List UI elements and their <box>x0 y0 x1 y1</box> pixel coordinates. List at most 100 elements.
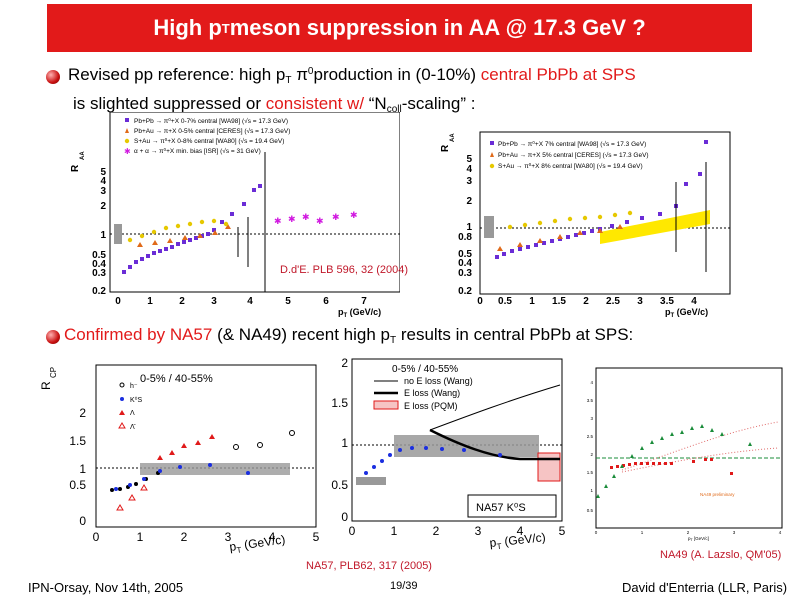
svg-text:0-5% / 40-55%: 0-5% / 40-55% <box>392 364 458 375</box>
plot1-legend: Pb+Pb → π⁰+X 0-7% central [WA98] (√s = 1… <box>124 117 290 156</box>
svg-text:0: 0 <box>93 530 100 544</box>
plot2-legend: Pb+Pb → π⁰+X 7% central [WA98] (√s = 17.… <box>489 140 649 170</box>
svg-text:0.5: 0.5 <box>92 250 106 261</box>
svg-text:5: 5 <box>285 296 291 307</box>
svg-text:2: 2 <box>687 530 690 535</box>
svg-text:1: 1 <box>341 436 348 450</box>
svg-text:1: 1 <box>529 296 535 307</box>
plot4-rcp-k0s: 0-5% / 40-55% no E loss (Wang) E loss (W… <box>331 356 566 552</box>
plot1-xticks: 0 1 2 3 4 5 6 7 <box>115 296 367 307</box>
svg-text:1.5: 1.5 <box>552 296 566 307</box>
plot4-legend: no E loss (Wang) E loss (Wang) E loss (P… <box>373 376 473 411</box>
svg-text:6: 6 <box>323 296 329 307</box>
plot5-yticks: 0.5 1 1.5 2 2.5 3 3.5 4 <box>587 380 594 513</box>
plot4-xticks: 0 1 2 3 4 5 <box>349 524 566 538</box>
plot2-raa-sps: Pb+Pb → π⁰+X 7% central [WA98] (√s = 17.… <box>440 131 731 318</box>
bullet2-line: Confirmed by NA57 (& NA49) recent high p… <box>64 325 634 346</box>
svg-text:0: 0 <box>115 296 121 307</box>
svg-text:✱: ✱ <box>124 147 131 156</box>
svg-text:1: 1 <box>79 462 86 476</box>
plot4-yticks: 0 0.5 1 1.5 2 <box>331 356 348 524</box>
svg-text:2: 2 <box>466 196 472 207</box>
svg-text:✱: ✱ <box>288 214 296 224</box>
svg-text:2: 2 <box>583 296 589 307</box>
svg-text:1: 1 <box>641 530 644 535</box>
svg-text:2: 2 <box>181 530 188 544</box>
svg-text:1: 1 <box>147 296 153 307</box>
footer-venue: IPN-Orsay, Nov 14th, 2005 <box>28 580 184 595</box>
svg-text:0.3: 0.3 <box>458 268 472 279</box>
svg-text:pT (GeV/c): pT (GeV/c) <box>228 532 286 555</box>
svg-text:Pb+Au → π+X 0-5% central [CE: Pb+Au → π+X 0-5% central [CERES] (√s = 1… <box>134 127 290 135</box>
svg-text:3: 3 <box>733 530 736 535</box>
svg-text:2: 2 <box>100 201 106 212</box>
footer-author: David d'Enterria (LLR, Paris) <box>622 580 788 595</box>
svg-text:1: 1 <box>391 524 398 538</box>
plot1-xlabel: pT (GeV/c) <box>338 307 381 318</box>
plot2-yticks: 0.2 0.3 0.4 0.5 0.8 1 2 3 4 5 <box>458 154 472 297</box>
svg-text:0-5% / 40-55%: 0-5% / 40-55% <box>140 373 213 385</box>
plot5-xticks: 0 1 2 3 4 <box>595 530 782 535</box>
svg-text:0.3: 0.3 <box>92 268 106 279</box>
plot3-xticks: 0 1 2 3 4 5 <box>93 530 320 544</box>
svg-text:0.5: 0.5 <box>498 296 512 307</box>
svg-text:5: 5 <box>466 154 472 165</box>
svg-text:0: 0 <box>341 510 348 524</box>
svg-text:0.5: 0.5 <box>69 478 86 492</box>
svg-text:✱: ✱ <box>302 212 310 222</box>
svg-text:R: R <box>39 381 53 390</box>
svg-text:✱: ✱ <box>316 216 324 226</box>
svg-text:5: 5 <box>100 167 106 178</box>
plot5-prelim: NA49 preliminary <box>700 492 735 497</box>
svg-text:1: 1 <box>137 530 144 544</box>
svg-text:3: 3 <box>211 296 217 307</box>
svg-text:1: 1 <box>100 230 106 241</box>
ref-na57: NA57, PLB62, 317 (2005) <box>306 560 432 572</box>
svg-text:Λ̄: Λ̄ <box>130 424 136 431</box>
svg-text:1.5: 1.5 <box>69 434 86 448</box>
svg-text:R: R <box>440 144 451 152</box>
svg-text:5: 5 <box>313 530 320 544</box>
svg-text:pT (GeV/c): pT (GeV/c) <box>665 307 708 318</box>
plot3-rcp-na57: R CP 0-5% / 40-55% h⁻ K⁰S Λ Λ̄ 0 0.5 1 1… <box>39 364 320 555</box>
ref-plb596: D.d'E. PLB 596, 32 (2004) <box>280 264 409 276</box>
plot3-yticks: 0 0.5 1 1.5 2 <box>69 406 86 528</box>
svg-text:0.5: 0.5 <box>331 478 348 492</box>
svg-text:0: 0 <box>349 524 356 538</box>
svg-text:3: 3 <box>590 416 593 421</box>
svg-text:2: 2 <box>433 524 440 538</box>
svg-text:4: 4 <box>100 176 106 187</box>
ref-na49: NA49 (A. Lazslo, QM'05) <box>660 549 782 561</box>
svg-text:Pb+Pb → π⁰+X 7% central [WA9: Pb+Pb → π⁰+X 7% central [WA98] (√s = 17.… <box>498 140 646 148</box>
svg-text:4: 4 <box>779 530 782 535</box>
svg-text:S+Au → π⁰+X 8% central [WA80: S+Au → π⁰+X 8% central [WA80] (√s = 19.4… <box>498 162 643 170</box>
svg-text:3.5: 3.5 <box>660 296 674 307</box>
svg-text:✱: ✱ <box>274 216 282 226</box>
svg-text:0.4: 0.4 <box>458 258 472 269</box>
svg-text:AA: AA <box>80 151 86 160</box>
svg-text:h⁻: h⁻ <box>130 383 138 390</box>
svg-text:4: 4 <box>247 296 253 307</box>
svg-text:3: 3 <box>475 524 482 538</box>
svg-text:Pb+Pb → π⁰+X 0-7% central [W: Pb+Pb → π⁰+X 0-7% central [WA98] (√s = 1… <box>134 117 288 125</box>
svg-text:1.5: 1.5 <box>331 396 348 410</box>
plot1-raa-sps: Pb+Pb → π⁰+X 0-7% central [WA98] (√s = 1… <box>70 112 400 318</box>
svg-text:3: 3 <box>225 530 232 544</box>
svg-text:K⁰S: K⁰S <box>130 396 142 404</box>
svg-text:α + α → π⁰+X min. bias [ISR]: α + α → π⁰+X min. bias [ISR] (√s = 31 Ge… <box>134 147 261 155</box>
svg-text:0.5: 0.5 <box>458 249 472 260</box>
bullet-icon <box>46 70 60 84</box>
page-number: 19/39 <box>390 580 418 592</box>
bullet1-line1: Revised pp reference: high pT π0producti… <box>68 65 636 86</box>
svg-text:0.2: 0.2 <box>458 286 472 297</box>
svg-text:CP: CP <box>49 367 58 378</box>
svg-text:2: 2 <box>341 356 348 370</box>
svg-text:7: 7 <box>361 296 367 307</box>
svg-text:2: 2 <box>179 296 185 307</box>
svg-text:pT (GeV/c): pT (GeV/c) <box>489 530 547 552</box>
svg-text:1: 1 <box>466 222 472 233</box>
svg-text:2.5: 2.5 <box>587 434 594 439</box>
plot1-ylabel: R <box>70 164 81 172</box>
plot4-tag: NA57 K⁰S <box>476 502 526 514</box>
